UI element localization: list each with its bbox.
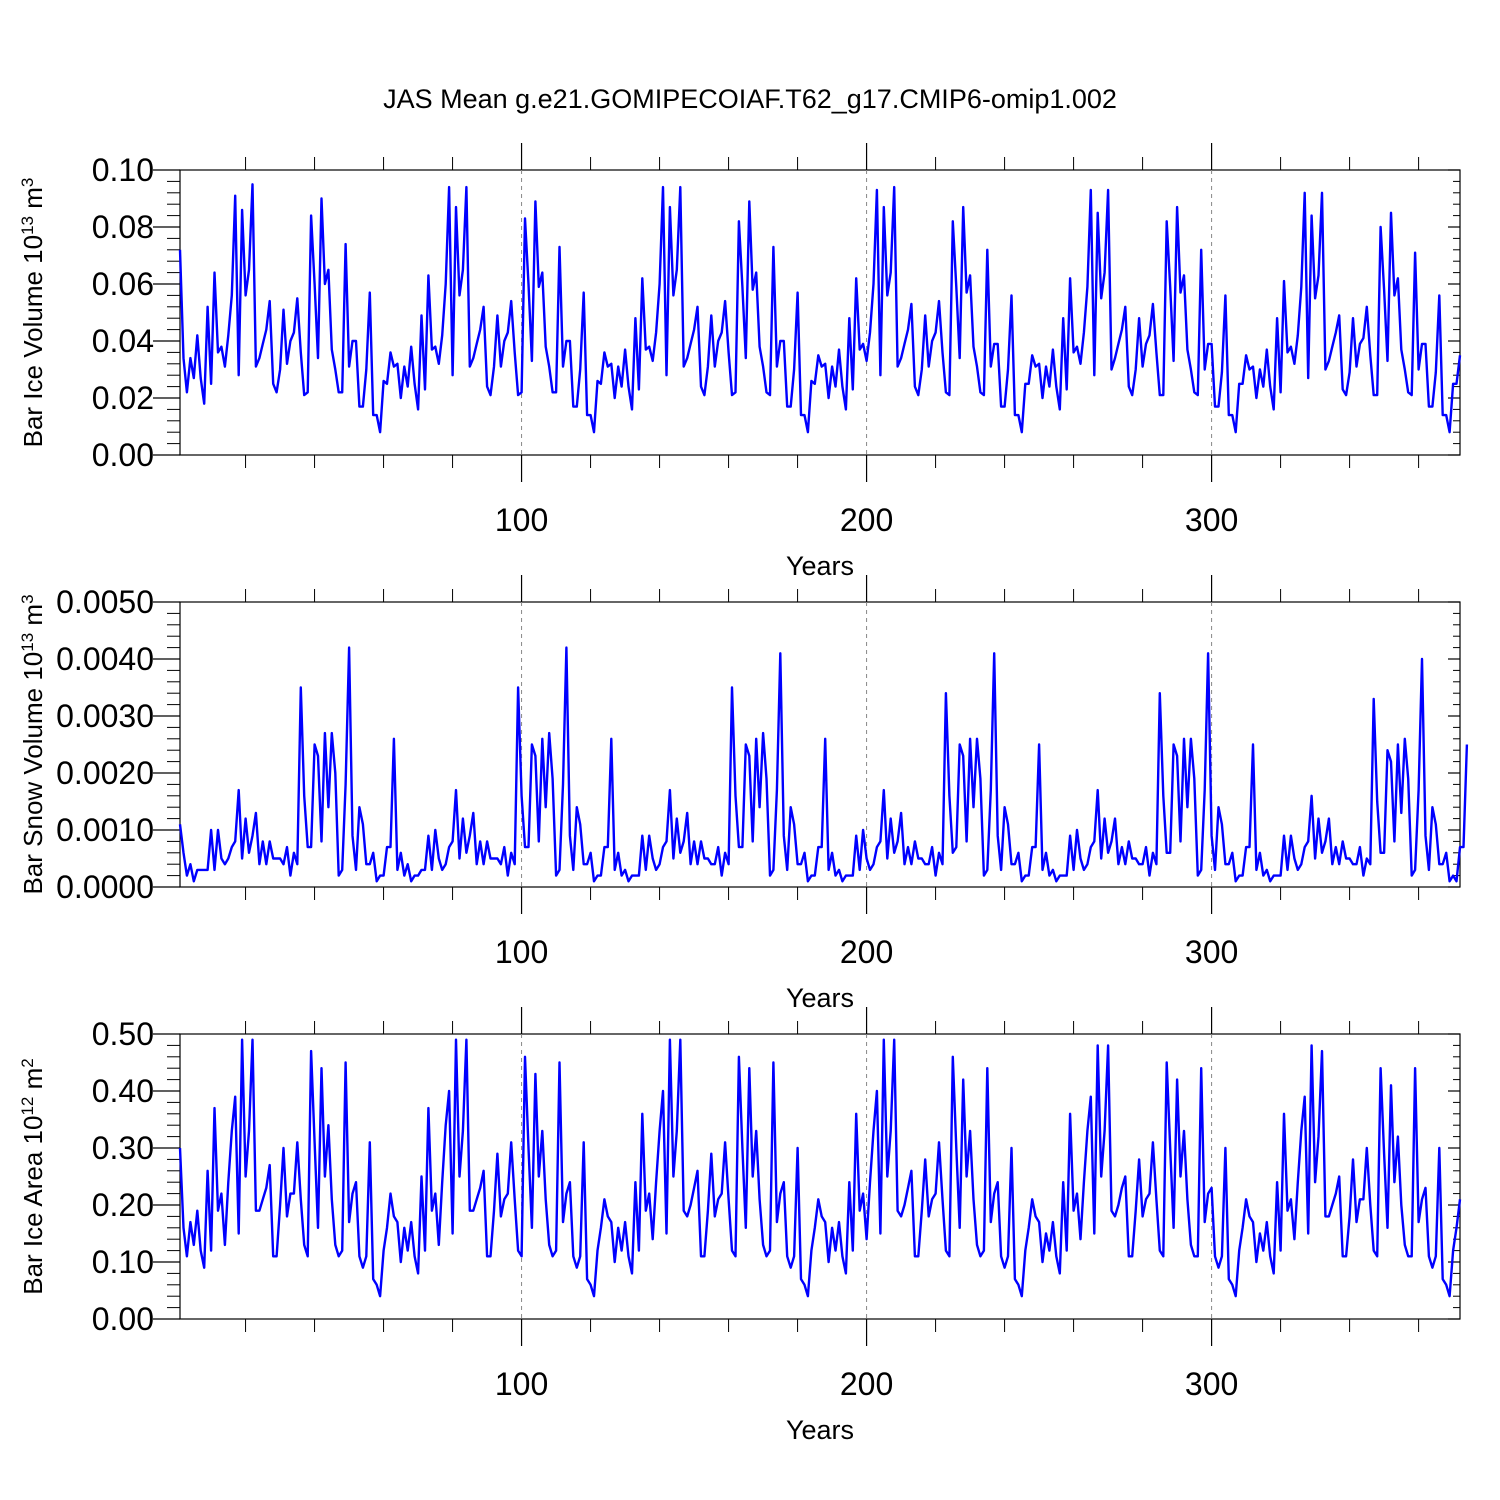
y-tick-label: 0.0040 [56, 641, 154, 677]
y-axis-title-part: m [18, 187, 48, 216]
x-tick-label: 200 [840, 934, 893, 970]
plot-frame [179, 601, 1461, 888]
y-tick-label: 0.40 [92, 1073, 154, 1109]
x-tick-label: 100 [495, 502, 548, 538]
y-tick-label: 0.0030 [56, 698, 154, 734]
y-axis-title: Bar Snow Volume 1013 m3 [18, 594, 49, 894]
y-tick-label: 0.04 [92, 323, 154, 359]
x-tick-label: 100 [495, 1366, 548, 1402]
y-tick-label: 0.00 [92, 437, 154, 473]
y-tick-label: 0.10 [92, 152, 154, 188]
series-line [178, 183, 1462, 434]
panels: 0.00 0.02 0.04 0.06 0.08 0.10 100 200 300 Years Ba… [18, 143, 1469, 1445]
chart-panel-2: 0.0000 0.0010 0.0020 0.0030 0.0040 0.0050 100 2… [18, 575, 1469, 1013]
y-axis-title-part: m [18, 604, 48, 633]
y-tick-label: 0.0000 [56, 869, 154, 905]
x-axis-title: Years [786, 1415, 854, 1445]
y-axis-title-superscript: 13 [18, 216, 37, 235]
y-axis-title: Bar Ice Volume 1013 m3 [18, 178, 49, 448]
y-tick-label: 0.50 [92, 1016, 154, 1052]
y-axis-title-part: m [18, 1068, 48, 1097]
y-tick-label: 0.06 [92, 266, 154, 302]
plot-frame [179, 169, 1461, 456]
y-axis-title: Bar Ice Area 1012 m2 [18, 1058, 49, 1295]
y-axis-title-part: Bar Ice Volume 10 [18, 235, 48, 447]
y-axis-title-superscript: 2 [18, 1058, 37, 1067]
y-tick-label: 0.30 [92, 1130, 154, 1166]
x-axis-title: Years [786, 983, 854, 1013]
y-axis-title-superscript: 3 [18, 178, 37, 187]
x-tick-label: 300 [1185, 1366, 1238, 1402]
x-axis-title: Years [786, 551, 854, 581]
chart-panel-3: 0.00 0.10 0.20 0.30 0.40 0.50 100 200 300 Years Ba… [18, 1007, 1462, 1445]
y-axis-title-superscript: 13 [18, 633, 37, 652]
y-axis-title-superscript: 3 [18, 594, 37, 603]
y-axis-title-superscript: 12 [18, 1097, 37, 1116]
y-tick-label: 0.02 [92, 380, 154, 416]
y-axis-title-part: Bar Snow Volume 10 [18, 652, 48, 895]
figure-title: JAS Mean g.e21.GOMIPECOIAF.T62_g17.CMIP6… [383, 84, 1117, 114]
x-tick-label: 200 [840, 1366, 893, 1402]
chart-panel-1: 0.00 0.02 0.04 0.06 0.08 0.10 100 200 300 Years Ba… [18, 143, 1462, 581]
y-tick-label: 0.10 [92, 1244, 154, 1280]
series-line [178, 646, 1469, 883]
plot-frame [179, 1033, 1461, 1320]
x-tick-label: 200 [840, 502, 893, 538]
y-tick-label: 0.08 [92, 209, 154, 245]
y-axis-title-part: Bar Ice Area 10 [18, 1116, 48, 1295]
series-line [178, 1038, 1462, 1298]
y-tick-label: 0.00 [92, 1301, 154, 1337]
x-tick-label: 300 [1185, 934, 1238, 970]
y-tick-label: 0.0050 [56, 584, 154, 620]
y-tick-label: 0.0020 [56, 755, 154, 791]
y-tick-label: 0.20 [92, 1187, 154, 1223]
x-tick-label: 100 [495, 934, 548, 970]
y-tick-label: 0.0010 [56, 812, 154, 848]
x-tick-label: 300 [1185, 502, 1238, 538]
